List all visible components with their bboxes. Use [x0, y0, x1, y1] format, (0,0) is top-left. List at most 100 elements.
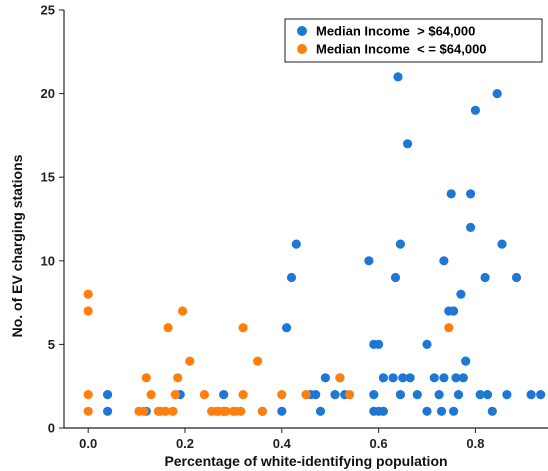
x-axis-label: Percentage of white-identifying populati… [164, 453, 447, 469]
data-point-high-income [480, 272, 490, 283]
data-point-high-income [466, 222, 476, 232]
data-point-low-income [199, 390, 209, 400]
data-point-low-income [83, 406, 93, 416]
data-point-high-income [502, 390, 512, 400]
data-point-high-income [461, 356, 471, 366]
data-point-low-income [83, 306, 93, 316]
data-point-high-income [449, 406, 459, 416]
legend-box [284, 18, 543, 63]
data-point-low-income [178, 306, 188, 316]
data-point-high-income [398, 373, 408, 383]
y-axis-label: No. of EV charging stations [9, 154, 25, 337]
data-point-high-income [369, 390, 379, 400]
data-point-high-income [378, 373, 388, 383]
data-point-high-income [458, 373, 468, 383]
data-point-high-income [412, 390, 422, 400]
x-tick-label: 0.8 [466, 436, 484, 451]
data-point-low-income [168, 406, 178, 416]
data-point-low-income [173, 373, 183, 383]
data-point-high-income [403, 139, 413, 149]
data-point-high-income [451, 373, 461, 383]
data-point-high-income [449, 306, 459, 316]
data-point-high-income [277, 406, 287, 416]
y-tick-label: 15 [41, 170, 55, 185]
data-point-high-income [475, 390, 485, 400]
data-point-high-income [439, 256, 449, 266]
x-tick-label: 0.2 [176, 436, 194, 451]
x-tick-label: 0.0 [79, 436, 97, 451]
data-point-low-income [185, 356, 195, 366]
data-point-low-income [253, 356, 263, 366]
x-tick-label: 0.6 [370, 436, 388, 451]
points-layer [83, 72, 546, 416]
data-point-low-income [236, 406, 246, 416]
y-tick-label: 5 [48, 337, 55, 352]
data-point-low-income [335, 373, 345, 383]
data-point-high-income [456, 289, 466, 299]
data-point-low-income [83, 289, 93, 299]
data-point-high-income [395, 239, 405, 249]
data-point-low-income [221, 406, 231, 416]
legend-label-low-income: Median Income < = $64,000 [316, 42, 487, 57]
data-point-high-income [103, 390, 113, 400]
data-point-high-income [388, 373, 398, 383]
data-point-high-income [282, 323, 292, 333]
data-point-high-income [395, 390, 405, 400]
data-point-high-income [219, 390, 229, 400]
data-point-high-income [330, 390, 340, 400]
data-point-low-income [238, 390, 248, 400]
data-point-high-income [511, 272, 522, 283]
legend: Median Income > $64,000 Median Income < … [284, 18, 543, 63]
ticks-layer: 0.0 0.2 0.4 0.6 0.8 0 5 10 15 20 25 [41, 3, 485, 452]
data-point-low-income [163, 323, 173, 333]
data-point-low-income [170, 390, 180, 400]
data-point-low-income [301, 390, 311, 400]
data-point-high-income [311, 390, 321, 400]
data-point-high-income [482, 390, 493, 400]
data-point-high-income [436, 406, 447, 416]
data-point-high-income [393, 72, 403, 82]
data-point-high-income [378, 406, 388, 416]
data-point-high-income [446, 189, 456, 199]
legend-label-high-income: Median Income > $64,000 [316, 24, 475, 39]
data-point-high-income [405, 373, 415, 383]
data-point-high-income [470, 105, 480, 115]
series-low-income [83, 289, 454, 416]
data-point-high-income [434, 390, 444, 400]
data-point-low-income [139, 406, 149, 416]
data-point-low-income [146, 390, 156, 400]
series-high-income [103, 72, 546, 416]
y-tick-label: 0 [48, 421, 55, 436]
data-point-low-income [257, 406, 267, 416]
data-point-high-income [536, 390, 546, 400]
data-point-high-income [390, 272, 401, 283]
legend-marker-low-income [297, 44, 307, 54]
data-point-high-income [497, 239, 507, 249]
data-point-high-income [286, 272, 297, 283]
data-point-low-income [444, 323, 454, 333]
data-point-high-income [526, 390, 536, 400]
data-point-high-income [466, 189, 476, 199]
data-point-low-income [277, 390, 287, 400]
data-point-high-income [103, 406, 113, 416]
data-point-low-income [83, 390, 93, 400]
data-point-high-income [374, 339, 384, 349]
data-point-low-income [141, 373, 151, 383]
y-tick-label: 20 [41, 86, 55, 101]
data-point-high-income [487, 406, 497, 416]
data-point-low-income [345, 390, 355, 400]
data-point-high-income [364, 256, 374, 266]
y-tick-label: 10 [41, 253, 55, 268]
data-point-high-income [492, 89, 502, 99]
data-point-high-income [320, 373, 330, 383]
data-point-high-income [422, 339, 432, 349]
data-point-high-income [439, 373, 449, 383]
legend-marker-high-income [297, 26, 307, 36]
data-point-high-income [422, 406, 432, 416]
data-point-low-income [238, 323, 248, 333]
data-point-high-income [453, 390, 464, 400]
data-point-high-income [315, 406, 326, 416]
x-tick-label: 0.4 [273, 436, 292, 451]
data-point-low-income [161, 406, 171, 416]
